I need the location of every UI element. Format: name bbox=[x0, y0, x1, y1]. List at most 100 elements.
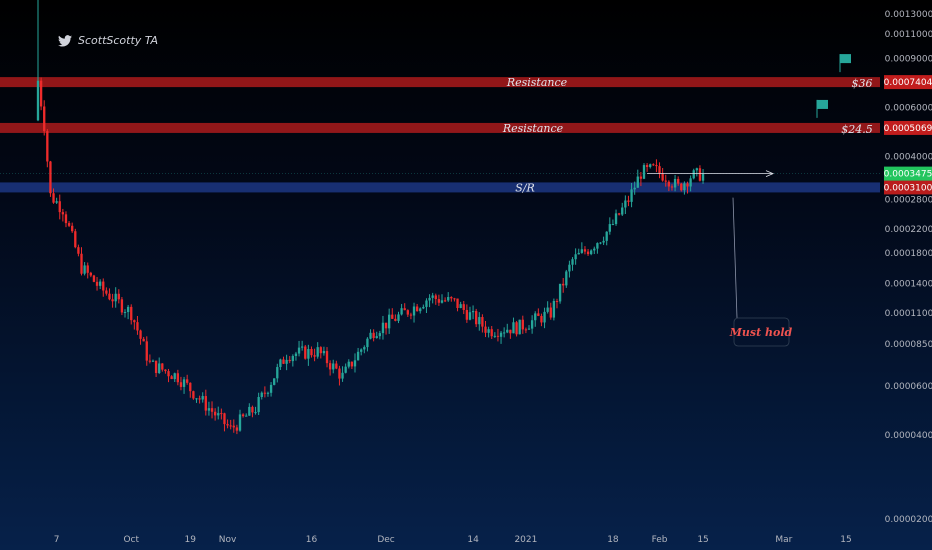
candle-body bbox=[195, 398, 198, 400]
candle-body bbox=[347, 361, 350, 367]
candle-body bbox=[313, 355, 316, 357]
candle-body bbox=[580, 249, 584, 253]
candle-body bbox=[502, 332, 506, 334]
candle-body bbox=[655, 165, 658, 167]
candle-body bbox=[478, 317, 481, 325]
candle-body bbox=[437, 299, 441, 303]
y-tick-label: 0.0001100 bbox=[885, 309, 932, 319]
flag-icon bbox=[840, 54, 851, 64]
candle-body bbox=[83, 265, 86, 274]
candle-body bbox=[565, 271, 568, 286]
candle-body bbox=[154, 360, 158, 374]
candle-body bbox=[182, 379, 186, 387]
candle-body bbox=[86, 265, 89, 273]
candle-body bbox=[434, 295, 437, 300]
candle-body bbox=[527, 328, 531, 330]
candle-body bbox=[400, 308, 403, 315]
candle-body bbox=[546, 307, 549, 312]
candle-body bbox=[232, 425, 235, 428]
candle-body bbox=[621, 207, 624, 215]
candle-body bbox=[363, 347, 366, 350]
y-tick-label: 0.0013000 bbox=[885, 10, 932, 20]
candle-body bbox=[123, 312, 127, 314]
y-tick-label: 0.0001400 bbox=[885, 280, 932, 290]
x-tick-label: Oct bbox=[123, 535, 139, 545]
candle-body bbox=[680, 183, 683, 191]
candle-body bbox=[443, 300, 447, 302]
candle-body bbox=[341, 372, 344, 379]
candle-body bbox=[391, 314, 394, 319]
candle-body bbox=[658, 166, 661, 174]
candle-body bbox=[695, 168, 698, 171]
y-tick-label: 0.0004000 bbox=[885, 153, 932, 163]
candle-body bbox=[176, 373, 180, 383]
candle-body bbox=[310, 349, 313, 356]
candle-body bbox=[248, 406, 251, 416]
candle-body bbox=[608, 224, 611, 232]
candle-body bbox=[475, 311, 478, 325]
candle-body bbox=[105, 290, 108, 294]
candle-body bbox=[431, 295, 434, 298]
candle-body bbox=[210, 408, 214, 412]
target-label: $36 bbox=[852, 77, 873, 90]
candle-body bbox=[213, 411, 217, 416]
x-tick-label: 18 bbox=[607, 535, 619, 545]
candle-body bbox=[142, 338, 145, 342]
x-tick-label: Dec bbox=[377, 535, 394, 545]
candle-body bbox=[151, 360, 155, 362]
candle-body bbox=[450, 297, 453, 299]
current-price-tag bbox=[884, 166, 932, 181]
candle-body bbox=[586, 251, 590, 255]
candle-body bbox=[468, 312, 472, 320]
candle-body bbox=[406, 310, 409, 315]
candle-body bbox=[164, 369, 167, 372]
candle-body bbox=[55, 201, 58, 203]
candle-body bbox=[633, 187, 636, 190]
y-tick-label: 0.0011000 bbox=[885, 30, 932, 40]
y-tick-label: 0.0000200 bbox=[885, 515, 932, 525]
candle-body bbox=[207, 408, 211, 411]
candle-body bbox=[493, 335, 496, 337]
candle-body bbox=[111, 299, 114, 302]
candle-body bbox=[226, 424, 229, 426]
price-tag bbox=[884, 180, 932, 195]
y-tick-label: 0.0000400 bbox=[885, 431, 932, 441]
candle-body bbox=[515, 322, 518, 335]
candle-body bbox=[543, 311, 546, 323]
candle-body bbox=[353, 360, 357, 367]
candle-body bbox=[673, 178, 677, 188]
candle-body bbox=[670, 186, 674, 188]
candle-body bbox=[555, 301, 559, 303]
candle-body bbox=[71, 225, 74, 232]
candle-body bbox=[114, 293, 117, 302]
price-tag-label: 0.0007404 bbox=[884, 78, 932, 88]
candle-body bbox=[130, 306, 133, 321]
candle-body bbox=[571, 259, 574, 265]
candle-body bbox=[689, 178, 692, 187]
y-tick-label: 0.0001800 bbox=[885, 249, 932, 259]
candle-body bbox=[456, 298, 459, 308]
candle-body bbox=[664, 180, 667, 182]
candle-body bbox=[145, 341, 148, 361]
candle-body bbox=[245, 415, 248, 417]
candle-body bbox=[412, 306, 416, 316]
x-tick-label: 14 bbox=[467, 535, 479, 545]
candle-body bbox=[294, 353, 298, 357]
candle-body bbox=[102, 281, 105, 291]
candle-body bbox=[465, 309, 469, 320]
candle-body bbox=[288, 359, 291, 362]
candle-body bbox=[652, 164, 655, 166]
candle-body bbox=[273, 378, 276, 385]
candle-body bbox=[642, 165, 646, 179]
candle-body bbox=[304, 346, 307, 359]
candle-body bbox=[683, 183, 686, 191]
candle-body bbox=[593, 248, 596, 251]
candle-body bbox=[133, 320, 136, 323]
candle-body bbox=[384, 322, 388, 329]
candle-body bbox=[459, 304, 462, 308]
x-tick-label: 15 bbox=[697, 535, 708, 545]
candle-body bbox=[186, 379, 189, 383]
candle-body bbox=[453, 298, 456, 300]
